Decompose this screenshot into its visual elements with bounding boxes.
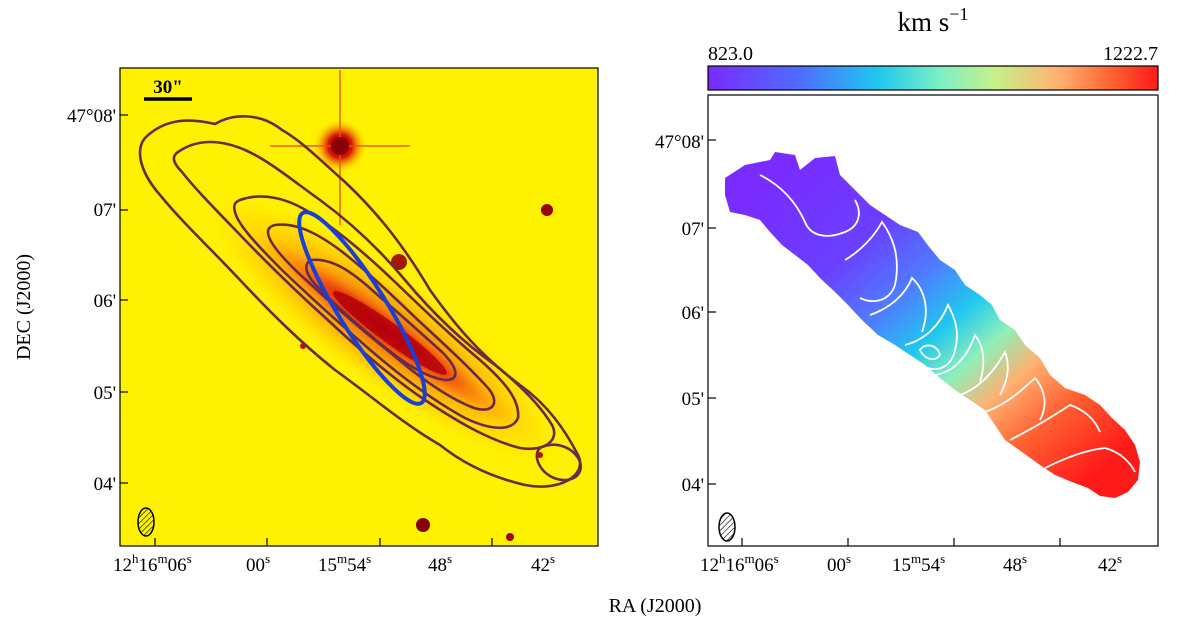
contour-level-3	[232, 195, 520, 430]
colorbar	[707, 65, 1159, 91]
velocity-field	[725, 152, 1140, 498]
left-x-tick-label: 48s	[428, 551, 452, 576]
contour-level-6	[535, 443, 582, 482]
right-y-tick-label: 04'	[682, 475, 704, 496]
right-x-tick-label: 12h16m06s	[700, 551, 779, 576]
star	[537, 452, 543, 458]
isovelocity-contour	[984, 376, 1046, 421]
dec-axis-label: DEC (J2000)	[13, 254, 35, 360]
left-x-tick-label: 42s	[531, 551, 555, 576]
right-x-tick-label: 00s	[827, 551, 851, 576]
left-x-tick-label: 15m54s	[318, 551, 371, 576]
beam-ellipse	[137, 507, 155, 537]
right-y-tick-label: 06'	[682, 303, 704, 324]
isovelocity-contour	[918, 344, 941, 361]
contour-level-1	[138, 114, 582, 488]
colorbar-min-label: 823.0	[708, 43, 753, 65]
star	[391, 254, 407, 270]
optical-disk-ellipse	[297, 210, 427, 406]
left-plot-frame	[119, 67, 599, 547]
right-x-tick-label: 48s	[1003, 551, 1027, 576]
hi-contours	[138, 114, 582, 488]
right-y-tick-label: 05'	[682, 389, 704, 410]
right-y-tick-label: 07'	[682, 219, 704, 240]
colorbar-max-label: 1222.7	[1103, 43, 1158, 65]
left-y-tick-label: 07'	[94, 200, 116, 221]
right-x-tick-label: 42s	[1098, 551, 1122, 576]
scale-bar-label: 30"	[153, 77, 183, 98]
left-y-tick-label: 47°08'	[67, 106, 116, 127]
left-y-tick-label: 04'	[94, 474, 116, 495]
isovelocity-contour	[759, 174, 860, 237]
beam-ellipse	[718, 512, 736, 542]
right-x-tick-label: 15m54s	[892, 551, 945, 576]
contour-level-2	[172, 140, 556, 451]
right-ticks	[708, 139, 1061, 546]
left-panel: 30" 47°08' 07' 06' 05' 04' 12h16m06s 00s…	[13, 67, 599, 576]
star	[416, 518, 430, 532]
ra-axis-label: RA (J2000)	[609, 595, 702, 617]
isovelocity-contour	[904, 302, 958, 370]
contour-level-5	[305, 258, 457, 382]
left-ticks	[120, 114, 493, 546]
isovelocity-contours	[759, 174, 1136, 473]
isovelocity-contour	[1044, 447, 1136, 473]
right-y-tick-label: 47°08'	[655, 132, 704, 153]
isovelocity-contour	[844, 220, 898, 302]
isovelocity-contour	[869, 276, 927, 333]
isovelocity-contour	[959, 349, 1009, 396]
star	[506, 533, 514, 541]
bright-star	[270, 70, 410, 225]
galaxy-core	[333, 291, 447, 375]
star	[541, 204, 553, 216]
colorbar-unit-label: km s−1	[898, 4, 969, 37]
right-panel: km s−1 823.0 1222.7	[655, 4, 1159, 576]
isovelocity-contour	[934, 333, 985, 383]
left-x-tick-label: 12h16m06s	[113, 551, 192, 576]
left-x-tick-label: 00s	[246, 551, 270, 576]
left-y-tick-label: 05'	[94, 383, 116, 404]
right-plot-frame	[707, 94, 1159, 547]
isovelocity-contour	[1009, 404, 1101, 441]
left-y-tick-label: 06'	[94, 291, 116, 312]
